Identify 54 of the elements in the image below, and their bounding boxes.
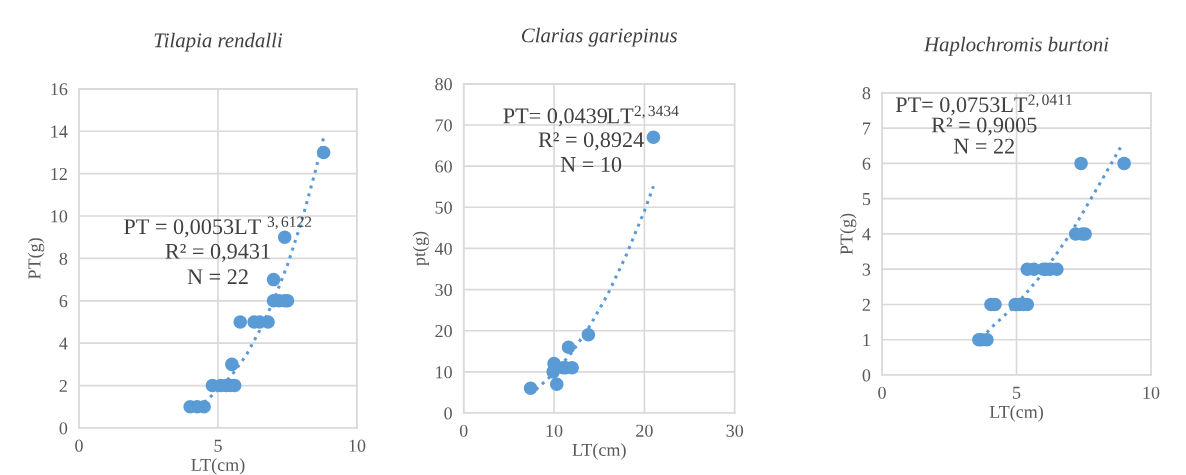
y-tick-label: 70 [435, 119, 452, 132]
annotation: R² = 0,8924 [538, 132, 644, 151]
x-axis-title: LT(cm) [989, 405, 1043, 422]
x-tick-label: 5 [1013, 386, 1021, 399]
x-tick-label: 0 [75, 439, 83, 452]
y-tick-label: 8 [862, 87, 871, 100]
y-tick-label: 5 [862, 193, 871, 206]
chart-title: Clarias gariepinus [521, 27, 678, 47]
y-axis-title: PT(g) [27, 238, 45, 279]
y-tick-label: 16 [51, 83, 68, 96]
chart-title: Tilapia rendalli [154, 32, 283, 52]
y-tick-label: 50 [435, 201, 452, 214]
y-tick-label: 10 [436, 366, 452, 379]
y-tick-label: 3 [862, 263, 871, 276]
x-tick-label: 0 [459, 424, 468, 437]
x-tick-label: 20 [636, 424, 653, 437]
y-tick-label: 60 [435, 160, 452, 173]
y-tick-label: 4 [862, 228, 871, 241]
x-tick-label: 0 [878, 386, 886, 399]
annotation: R² = 0,9431 [165, 243, 270, 262]
annotation: N = 22 [953, 138, 1014, 154]
annotation: PT= 0,0753LT$^{2,0411}$ [895, 94, 1072, 116]
y-tick-label: 7 [863, 122, 871, 135]
x-tick-label: 5 [214, 439, 222, 452]
annotation: N = 22 [187, 269, 248, 284]
y-tick-label: 6 [59, 295, 68, 308]
x-axis-title: LT(cm) [191, 458, 245, 475]
y-axis-title: PT(g) [839, 213, 857, 255]
y-tick-label: 30 [435, 283, 452, 297]
x-tick-label: 10 [1143, 386, 1160, 399]
y-tick-label: 4 [59, 337, 68, 350]
y-tick-label: 8 [59, 252, 68, 265]
x-tick-label: 30 [726, 424, 744, 437]
annotation: R² = 0,9005 [931, 117, 1037, 136]
y-tick-label: 2 [59, 379, 67, 392]
y-tick-label: 1 [863, 334, 870, 347]
annotation: PT = 0,0053LT $^{3,6122}$ [124, 216, 312, 238]
x-tick-label: 10 [546, 424, 563, 437]
y-tick-label: 0 [862, 369, 871, 382]
x-axis-title: LT(cm) [572, 443, 626, 460]
y-tick-label: 6 [862, 157, 871, 170]
y-tick-label: 12 [51, 167, 67, 180]
y-tick-label: 14 [51, 125, 68, 138]
annotation: PT= 0,0439LT$^{2,3434}$ [503, 105, 679, 127]
y-tick-label: 2 [862, 298, 870, 311]
y-tick-label: 10 [51, 210, 68, 223]
annotation: N = 10 [560, 156, 622, 172]
chart-title: Haplochromis burtoni [923, 36, 1109, 56]
y-tick-label: 40 [434, 242, 452, 255]
x-tick-label: 10 [349, 439, 366, 452]
y-tick-label: 0 [444, 407, 452, 420]
y-tick-label: 80 [435, 78, 452, 91]
y-tick-label: 20 [435, 324, 452, 338]
y-axis-title: pt(g) [412, 231, 429, 266]
